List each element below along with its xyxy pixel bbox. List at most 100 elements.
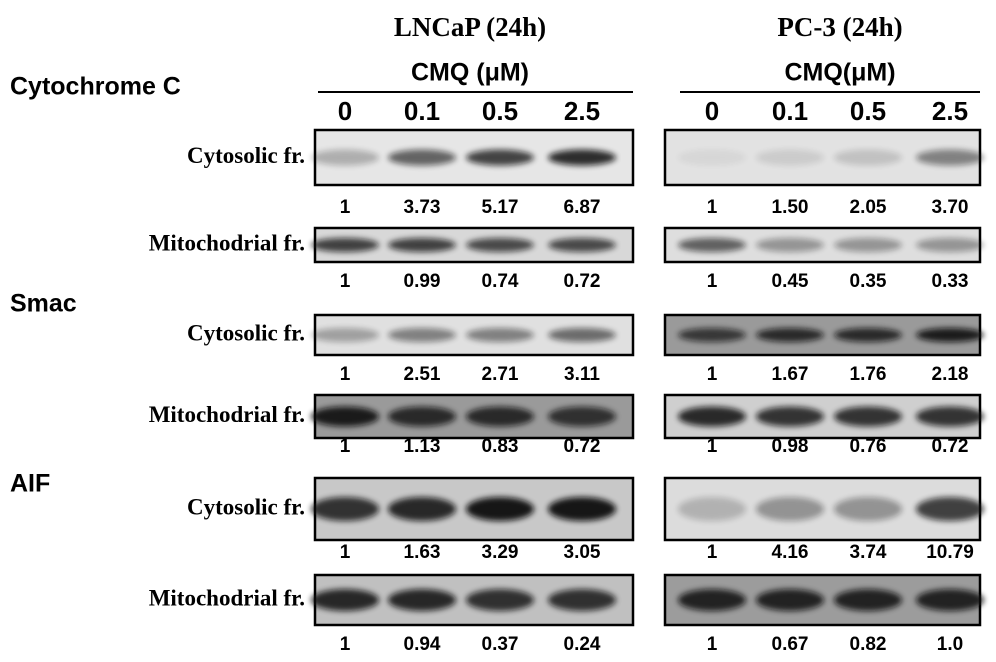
quantification: 0.37 [482,634,519,655]
band [916,238,984,252]
band [466,497,534,521]
quantification: 10.79 [926,542,974,563]
fraction-label: Cytosolic fr. [187,320,305,345]
band [678,149,746,166]
dose-label: 0.1 [772,96,808,126]
fraction-label: Mitochodrial fr. [149,402,305,427]
quantification: 0.82 [850,634,887,655]
dose-label: 2.5 [564,96,600,126]
treatment-unit: CMQ(μM) [784,59,895,87]
quantification: 5.17 [482,197,519,218]
protein-label: AIF [10,470,50,498]
band [678,238,746,252]
quantification: 1 [707,197,718,218]
treatment-unit: CMQ (μM) [411,59,529,87]
band [311,406,379,427]
band [916,406,984,427]
quantification: 2.05 [850,197,887,218]
dose-label: 2.5 [932,96,968,126]
quantification: 3.74 [850,542,887,563]
band [466,406,534,427]
band [548,497,616,521]
band [548,238,616,252]
band [756,497,824,521]
quantification: 1 [340,436,351,457]
band [388,149,456,166]
band [311,238,379,252]
dose-label: 0 [338,96,352,126]
quantification: 1.13 [404,436,441,457]
band [311,149,379,166]
quantification: 0.24 [564,634,601,655]
quantification: 1 [340,542,351,563]
quantification: 1 [707,436,718,457]
fraction-label: Mitochodrial fr. [149,230,305,255]
band [834,497,902,521]
band [916,497,984,521]
quantification: 0.72 [932,436,969,457]
band [466,328,534,342]
quantification: 3.11 [564,364,600,385]
band [311,328,379,342]
band [388,589,456,611]
quantification: 1.67 [772,364,809,385]
band [466,149,534,166]
quantification: 0.67 [772,634,809,655]
quantification: 3.29 [482,542,519,563]
band [916,589,984,611]
quantification: 3.73 [404,197,441,218]
band [388,328,456,342]
quantification: 3.05 [564,542,601,563]
band [834,589,902,611]
quantification: 1 [340,364,351,385]
quantification: 1 [340,271,351,292]
quantification: 3.70 [932,197,969,218]
protein-label: Cytochrome C [10,73,181,101]
band [466,589,534,611]
cell-line-title: PC-3 (24h) [777,12,902,42]
quantification: 0.33 [932,271,969,292]
fraction-label: Cytosolic fr. [187,494,305,519]
band [311,589,379,611]
band [311,497,379,521]
dose-label: 0.5 [850,96,886,126]
quantification: 1.76 [850,364,887,385]
band [916,149,984,166]
quantification: 0.99 [404,271,441,292]
quantification: 2.18 [932,364,969,385]
quantification: 0.72 [564,436,601,457]
quantification: 4.16 [772,542,809,563]
band [388,238,456,252]
band [834,328,902,342]
quantification: 0.94 [404,634,441,655]
band [756,328,824,342]
quantification: 2.71 [482,364,519,385]
protein-label: Smac [10,290,77,318]
quantification: 0.83 [482,436,519,457]
dose-label: 0.1 [404,96,440,126]
blot-figure: LNCaP (24h) CMQ (μM) 0 0.1 0.5 2.5 PC-3 (24h) C… [10,12,984,655]
quantification: 2.51 [404,364,441,385]
band [548,328,616,342]
fraction-label: Mitochodrial fr. [149,585,305,610]
band [756,589,824,611]
quantification: 0.45 [772,271,809,292]
quantification: 6.87 [564,197,601,218]
band [756,406,824,427]
quantification: 0.98 [772,436,809,457]
quantification: 1 [707,364,718,385]
band [756,149,824,166]
quantification: 1 [707,542,718,563]
band [548,149,616,166]
band [388,406,456,427]
band [388,497,456,521]
band [678,406,746,427]
quantification: 1 [707,271,718,292]
cell-line-title: LNCaP (24h) [394,12,546,42]
band [678,589,746,611]
dose-label: 0 [705,96,719,126]
band [834,406,902,427]
quantification: 1 [340,197,351,218]
band [834,149,902,166]
band [466,238,534,252]
